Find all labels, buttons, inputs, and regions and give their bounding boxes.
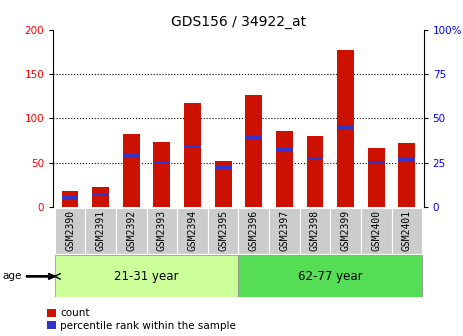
Bar (392, 208, 422, 254)
Bar (368, 149, 385, 207)
Text: age: age (2, 271, 22, 281)
Bar (123, 154, 140, 157)
Bar (154, 161, 170, 164)
Text: GSM2397: GSM2397 (279, 210, 289, 251)
Bar (245, 136, 262, 139)
Legend: count, percentile rank within the sample: count, percentile rank within the sample (47, 308, 236, 331)
Bar (307, 136, 323, 207)
Text: GSM2400: GSM2400 (371, 210, 381, 251)
Bar (337, 126, 354, 129)
Bar (215, 161, 232, 207)
Text: GSM2395: GSM2395 (218, 210, 228, 251)
Bar (276, 148, 293, 151)
Text: GSM2391: GSM2391 (96, 210, 106, 251)
Text: GSM2393: GSM2393 (157, 210, 167, 251)
Bar (85, 208, 116, 254)
Text: 62-77 year: 62-77 year (298, 270, 363, 283)
Bar (361, 208, 392, 254)
Bar (184, 145, 201, 148)
Bar (330, 208, 361, 254)
Text: 21-31 year: 21-31 year (114, 270, 179, 283)
Bar (337, 50, 354, 207)
Bar (368, 161, 385, 164)
Bar (300, 208, 330, 254)
Bar (245, 95, 262, 207)
Text: GSM2394: GSM2394 (188, 210, 198, 251)
Text: GSM2396: GSM2396 (249, 210, 259, 251)
Title: GDS156 / 34922_at: GDS156 / 34922_at (171, 15, 306, 29)
Bar (215, 166, 232, 169)
Bar (116, 208, 147, 254)
Bar (398, 158, 415, 161)
Bar (177, 208, 208, 254)
Bar (154, 142, 170, 207)
Bar (276, 131, 293, 207)
Bar (55, 208, 85, 254)
Text: GSM2399: GSM2399 (341, 210, 350, 251)
Bar (147, 208, 177, 254)
Bar (208, 208, 238, 254)
Bar (269, 208, 300, 254)
Text: GSM2401: GSM2401 (402, 210, 412, 251)
Bar (92, 193, 109, 196)
Bar (123, 134, 140, 207)
Text: GSM2398: GSM2398 (310, 210, 320, 251)
Bar (398, 143, 415, 207)
Bar (238, 208, 269, 254)
Bar (55, 255, 238, 297)
Text: GSM2392: GSM2392 (126, 210, 136, 251)
Bar (184, 102, 201, 207)
Bar (307, 157, 323, 160)
Bar (238, 255, 422, 297)
Bar (92, 187, 109, 207)
Bar (62, 191, 79, 207)
Text: GSM2390: GSM2390 (65, 210, 75, 251)
Bar (62, 196, 79, 199)
